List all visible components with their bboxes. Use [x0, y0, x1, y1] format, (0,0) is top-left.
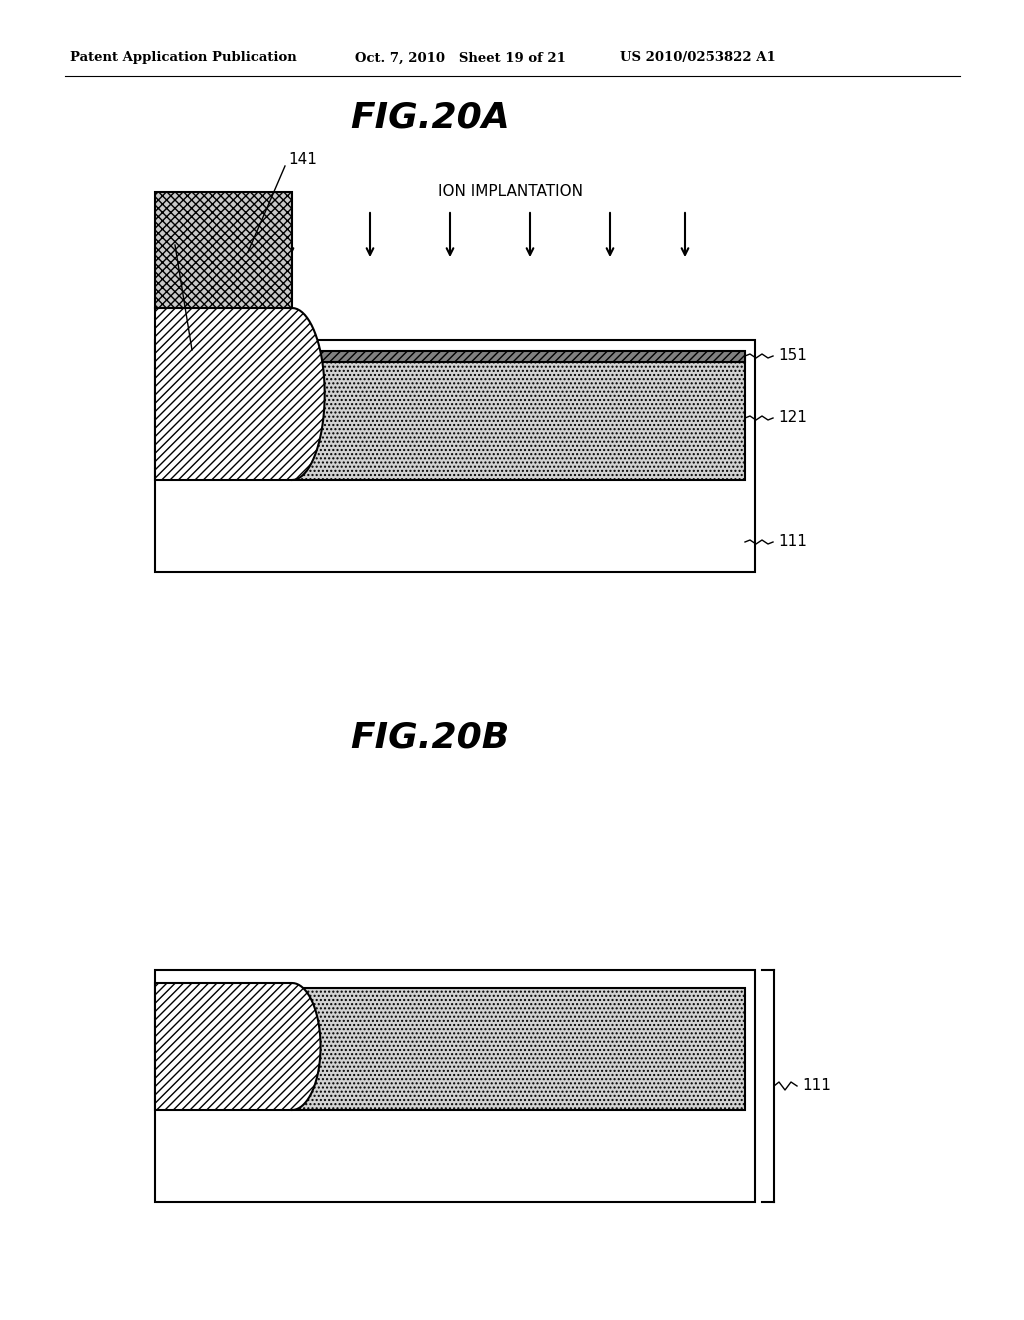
Text: Oct. 7, 2010   Sheet 19 of 21: Oct. 7, 2010 Sheet 19 of 21	[355, 51, 566, 65]
Polygon shape	[155, 341, 755, 572]
Polygon shape	[155, 983, 321, 1110]
Polygon shape	[292, 351, 745, 362]
Polygon shape	[155, 191, 292, 308]
Text: 121: 121	[778, 411, 807, 425]
Polygon shape	[155, 970, 755, 1203]
Text: ION IMPLANTATION: ION IMPLANTATION	[437, 185, 583, 199]
Text: FIG.20B: FIG.20B	[350, 721, 510, 755]
Text: 151: 151	[778, 348, 807, 363]
Text: US 2010/0253822 A1: US 2010/0253822 A1	[620, 51, 776, 65]
Text: FIG.20A: FIG.20A	[350, 102, 510, 135]
Text: 112: 112	[162, 231, 190, 247]
Text: 111: 111	[802, 1078, 830, 1093]
Polygon shape	[155, 308, 325, 480]
Polygon shape	[292, 987, 745, 1110]
Polygon shape	[292, 358, 745, 480]
Text: 141: 141	[288, 153, 316, 168]
Text: 111: 111	[778, 535, 807, 549]
Text: Patent Application Publication: Patent Application Publication	[70, 51, 297, 65]
